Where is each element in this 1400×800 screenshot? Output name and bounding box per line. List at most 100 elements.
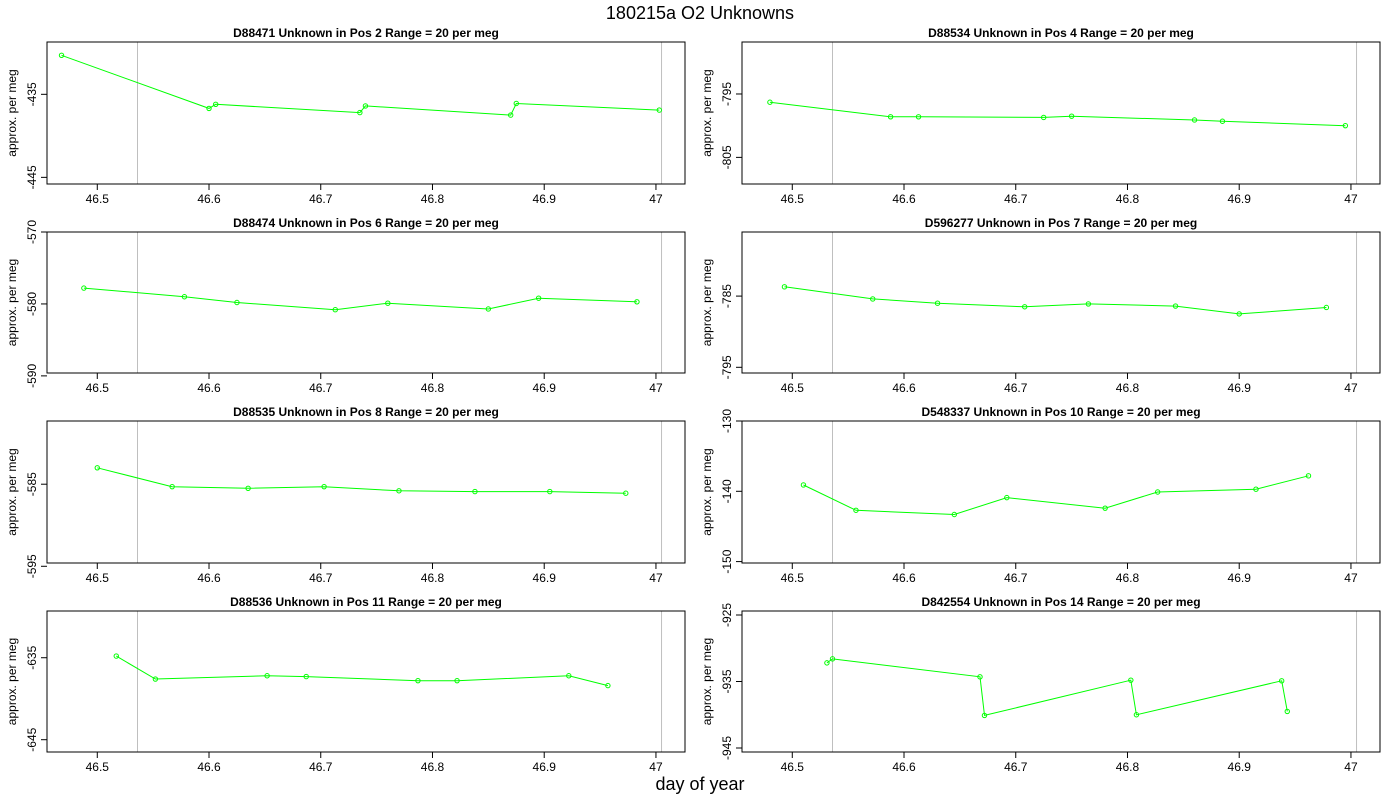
x-tick-label: 46.5 bbox=[86, 192, 110, 206]
panel-1: D88471 Unknown in Pos 2 Range = 20 per m… bbox=[5, 26, 686, 206]
x-tick-label: 46.6 bbox=[892, 381, 916, 395]
panel-4: D596277 Unknown in Pos 7 Range = 20 per … bbox=[700, 216, 1381, 395]
x-tick-label: 47 bbox=[649, 381, 663, 395]
y-tick-label: -925 bbox=[720, 603, 734, 627]
x-tick-label: 46.7 bbox=[1004, 192, 1028, 206]
data-point bbox=[1219, 118, 1226, 124]
data-point bbox=[472, 488, 478, 495]
y-axis-label: approx. per meg bbox=[700, 638, 714, 725]
panel-7: D88536 Unknown in Pos 11 Range = 20 per … bbox=[5, 595, 686, 774]
data-point bbox=[113, 653, 119, 659]
x-tick-label: 47 bbox=[649, 192, 663, 206]
x-tick-label: 46.9 bbox=[533, 192, 557, 206]
y-axis-label: approx. per meg bbox=[5, 259, 19, 346]
data-point bbox=[169, 483, 175, 490]
data-point bbox=[213, 101, 219, 107]
data-point bbox=[362, 103, 369, 109]
panel-title: D88534 Unknown in Pos 4 Range = 20 per m… bbox=[928, 26, 1194, 40]
x-tick-label: 46.5 bbox=[781, 760, 805, 774]
x-tick-label: 46.7 bbox=[309, 571, 333, 585]
data-point bbox=[234, 299, 240, 306]
series-line bbox=[116, 655, 609, 687]
x-tick-label: 46.8 bbox=[1116, 381, 1140, 395]
data-point bbox=[547, 488, 553, 495]
data-point bbox=[1154, 489, 1161, 495]
data-point bbox=[1004, 494, 1010, 501]
plot-frame bbox=[741, 610, 1381, 753]
data-point bbox=[1102, 505, 1108, 511]
y-tick-label: -585 bbox=[25, 472, 39, 496]
y-tick-label: -645 bbox=[25, 727, 39, 751]
data-point bbox=[94, 465, 100, 471]
plot-frame bbox=[46, 420, 686, 564]
panel-title: D842554 Unknown in Pos 14 Range = 20 per… bbox=[921, 595, 1200, 609]
x-tick-label: 46.7 bbox=[309, 381, 333, 395]
panel-6: D548337 Unknown in Pos 10 Range = 20 per… bbox=[700, 405, 1381, 585]
x-tick-label: 46.6 bbox=[892, 571, 916, 585]
x-tick-label: 46.5 bbox=[781, 571, 805, 585]
x-tick-label: 46.9 bbox=[533, 571, 557, 585]
data-point bbox=[800, 482, 807, 488]
y-tick-label: -130 bbox=[720, 409, 734, 433]
y-tick-label: -580 bbox=[25, 292, 39, 316]
panel-title: D88471 Unknown in Pos 2 Range = 20 per m… bbox=[233, 26, 499, 40]
series-line bbox=[769, 101, 1346, 127]
y-tick-label: -595 bbox=[25, 554, 39, 578]
y-tick-label: -590 bbox=[25, 364, 39, 388]
data-point bbox=[977, 674, 983, 680]
x-tick-label: 46.5 bbox=[86, 571, 110, 585]
data-point bbox=[513, 100, 519, 107]
series-line bbox=[826, 658, 1288, 717]
data-point bbox=[152, 676, 159, 682]
x-tick-label: 46.7 bbox=[1004, 381, 1028, 395]
data-point bbox=[357, 109, 363, 116]
y-tick-label: -570 bbox=[25, 220, 39, 244]
plot-frame bbox=[46, 41, 686, 185]
x-tick-label: 46.8 bbox=[421, 571, 445, 585]
data-point bbox=[870, 296, 876, 302]
x-tick-label: 46.5 bbox=[781, 381, 805, 395]
data-point bbox=[1278, 678, 1285, 684]
data-point bbox=[824, 660, 830, 666]
data-point bbox=[321, 483, 327, 490]
x-tick-label: 47 bbox=[1344, 192, 1358, 206]
series-line bbox=[61, 54, 660, 116]
panel-5: D88535 Unknown in Pos 8 Range = 20 per m… bbox=[5, 405, 686, 585]
data-point bbox=[1253, 486, 1259, 492]
x-tick-label: 46.9 bbox=[1228, 192, 1252, 206]
data-point bbox=[181, 294, 188, 300]
x-tick-label: 46.6 bbox=[197, 381, 221, 395]
x-tick-label: 46.9 bbox=[1228, 760, 1252, 774]
x-tick-label: 47 bbox=[1344, 760, 1358, 774]
x-tick-label: 46.6 bbox=[197, 760, 221, 774]
data-point bbox=[951, 511, 957, 518]
y-tick-label: -945 bbox=[720, 736, 734, 760]
x-tick-label: 47 bbox=[649, 760, 663, 774]
data-point bbox=[1305, 473, 1312, 479]
data-point bbox=[1068, 113, 1075, 119]
x-tick-label: 46.6 bbox=[197, 192, 221, 206]
data-point bbox=[915, 114, 922, 120]
data-point bbox=[1085, 301, 1092, 307]
data-point bbox=[415, 677, 421, 684]
plot-frame bbox=[741, 41, 1381, 185]
y-tick-label: -435 bbox=[25, 82, 39, 106]
data-point bbox=[605, 682, 611, 689]
x-tick-label: 46.5 bbox=[86, 760, 110, 774]
x-axis-label: day of year bbox=[655, 774, 745, 794]
data-point bbox=[454, 677, 460, 684]
y-tick-label: -445 bbox=[25, 165, 39, 189]
data-point bbox=[1342, 122, 1349, 129]
y-axis-label: approx. per meg bbox=[700, 69, 714, 156]
y-axis-label: approx. per meg bbox=[5, 69, 19, 156]
data-point bbox=[206, 105, 212, 112]
x-tick-label: 46.9 bbox=[1228, 381, 1252, 395]
series-line bbox=[97, 467, 626, 494]
data-point bbox=[623, 490, 629, 496]
data-point bbox=[1191, 117, 1198, 123]
x-tick-label: 46.9 bbox=[1228, 571, 1252, 585]
x-tick-label: 46.8 bbox=[1116, 760, 1140, 774]
x-tick-label: 46.7 bbox=[1004, 571, 1028, 585]
data-point bbox=[535, 295, 542, 301]
